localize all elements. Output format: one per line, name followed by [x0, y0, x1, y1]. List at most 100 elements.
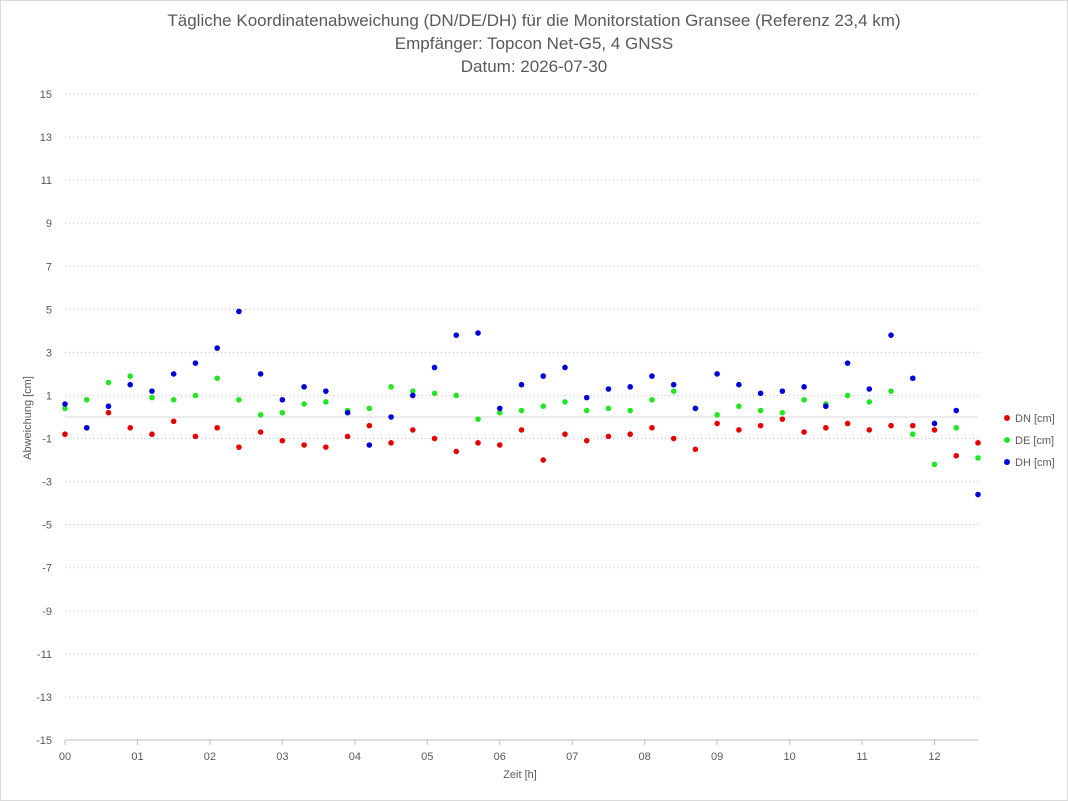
x-tick-label: 00 — [59, 751, 71, 763]
data-point — [627, 431, 633, 438]
data-point — [670, 388, 677, 394]
legend: DN [cm] DE [cm] DH [cm] — [1004, 413, 1055, 469]
y-tick-label: -9 — [42, 606, 52, 618]
data-point — [83, 396, 90, 403]
y-tick-label: -7 — [42, 563, 52, 575]
data-point — [149, 388, 155, 394]
data-point — [540, 457, 547, 463]
data-point — [953, 452, 960, 459]
y-tick-label: -3 — [42, 477, 52, 489]
data-point — [779, 409, 786, 416]
data-point — [192, 392, 199, 399]
data-point — [540, 373, 547, 379]
x-tick-label: 07 — [566, 751, 578, 763]
y-tick-label: 5 — [46, 304, 52, 316]
data-point — [279, 437, 286, 444]
x-axis-ticks: 00 01 02 03 04 05 06 07 08 09 10 11 12 — [59, 740, 941, 763]
data-points — [62, 308, 981, 498]
x-tick-label: 01 — [131, 751, 143, 763]
data-point — [518, 407, 525, 414]
x-tick-label: 03 — [276, 751, 288, 763]
data-point — [736, 427, 742, 433]
y-tick-label: -5 — [42, 520, 52, 532]
y-axis-ticks: 15 13 11 9 7 5 3 1 -1 -3 -5 -7 -9 -11 -13 -15 — [36, 89, 52, 747]
data-point — [105, 403, 112, 410]
data-point — [909, 431, 916, 438]
data-point — [236, 396, 242, 403]
data-point — [518, 427, 525, 433]
chart-title: Tägliche Koordinatenabweichung (DN/DE/DH… — [167, 11, 901, 30]
x-tick-label: 11 — [856, 751, 867, 763]
data-point — [431, 390, 438, 397]
data-point — [844, 420, 851, 427]
legend-marker — [1004, 437, 1010, 443]
data-point — [214, 424, 220, 431]
data-point — [714, 420, 720, 427]
data-point — [344, 409, 351, 416]
y-tick-label: 9 — [46, 218, 52, 230]
data-point — [214, 375, 220, 382]
data-point — [605, 405, 612, 412]
data-point — [105, 409, 112, 416]
data-point — [627, 384, 633, 390]
data-point — [366, 422, 373, 429]
data-point — [605, 386, 612, 392]
data-point — [823, 403, 829, 410]
data-point — [410, 392, 416, 399]
x-tick-label: 02 — [204, 751, 216, 763]
x-tick-label: 05 — [421, 751, 433, 763]
data-point — [692, 405, 699, 412]
y-axis-title: Abweichung [cm] — [22, 376, 34, 460]
x-tick-label: 10 — [783, 751, 795, 763]
data-point — [257, 412, 264, 418]
data-point — [475, 330, 481, 336]
data-point — [62, 401, 68, 407]
data-point — [779, 388, 786, 394]
data-point — [301, 401, 307, 407]
y-tick-label: -11 — [37, 649, 52, 661]
data-point — [605, 433, 612, 440]
chart-date: Datum: 2026-07-30 — [460, 57, 608, 76]
y-tick-label: 11 — [41, 175, 52, 187]
series-1 — [62, 373, 981, 468]
legend-marker — [1004, 415, 1010, 421]
x-tick-label: 04 — [349, 751, 361, 763]
series-0 — [62, 409, 981, 463]
data-point — [431, 435, 438, 442]
data-point — [779, 416, 786, 422]
data-point — [736, 381, 742, 388]
x-tick-label: 08 — [639, 751, 651, 763]
x-tick-label: 12 — [928, 751, 940, 763]
data-point — [953, 407, 960, 414]
data-point — [149, 431, 155, 438]
data-point — [975, 440, 981, 446]
data-point — [801, 384, 807, 390]
legend-label: DE [cm] — [1015, 435, 1054, 447]
x-tick-label: 06 — [494, 751, 506, 763]
data-point — [931, 427, 938, 433]
y-tick-label: -13 — [36, 692, 52, 704]
data-point — [344, 433, 351, 440]
data-point — [866, 427, 873, 433]
data-point — [888, 422, 894, 429]
data-point — [323, 444, 329, 450]
data-point — [844, 392, 851, 399]
data-point — [649, 396, 655, 403]
data-point — [410, 388, 416, 394]
data-point — [149, 394, 155, 401]
data-point — [475, 416, 481, 422]
data-point — [627, 407, 633, 414]
y-tick-label: 7 — [46, 261, 52, 273]
y-tick-label: -15 — [36, 735, 52, 747]
data-point — [192, 433, 199, 440]
data-point — [236, 444, 242, 450]
data-point — [453, 332, 460, 338]
data-point — [496, 405, 503, 412]
data-point — [127, 424, 134, 431]
data-point — [931, 420, 938, 427]
data-point — [757, 422, 764, 429]
data-point — [192, 360, 199, 366]
data-point — [301, 442, 307, 448]
data-point — [888, 332, 894, 338]
